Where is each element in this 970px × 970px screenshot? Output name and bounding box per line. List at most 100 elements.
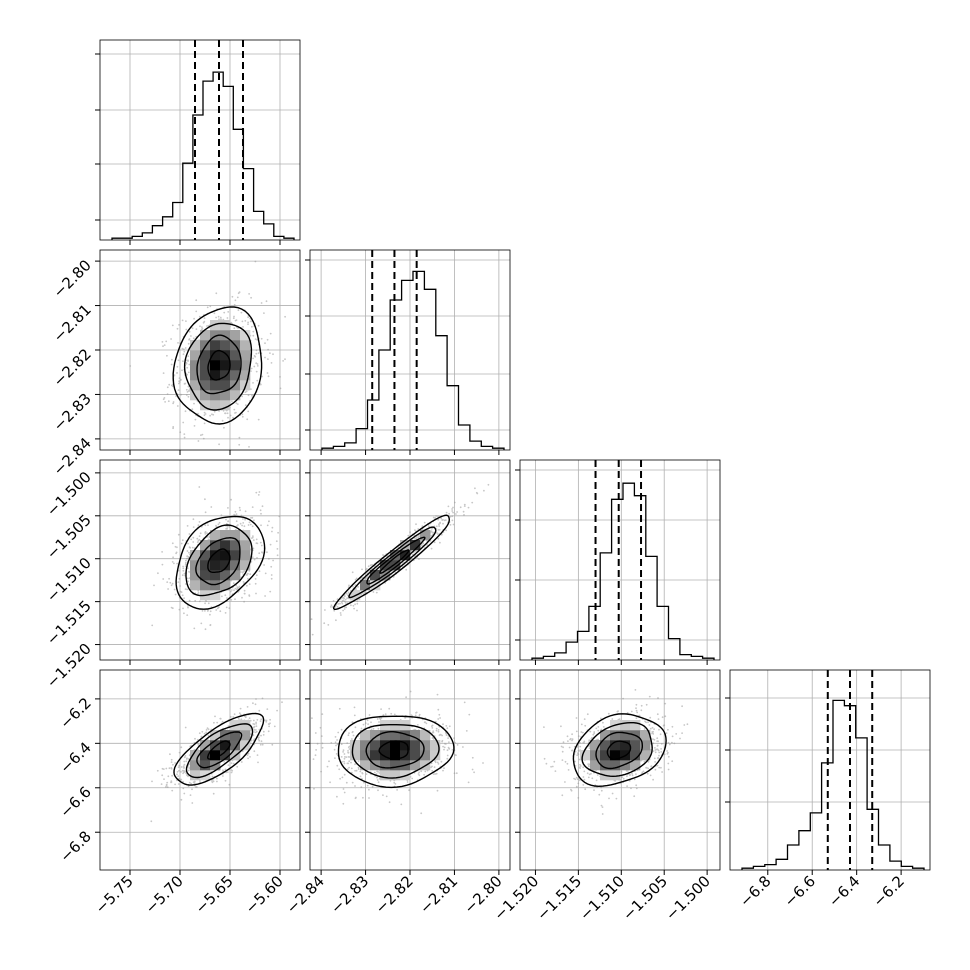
- scatter-point: [471, 768, 474, 771]
- density-cell: [210, 560, 221, 571]
- scatter-point: [255, 538, 258, 541]
- scatter-point: [446, 754, 449, 757]
- scatter-point: [166, 354, 168, 357]
- scatter-point: [354, 769, 356, 772]
- scatter-point: [377, 727, 380, 730]
- scatter-point: [161, 341, 164, 343]
- scatter-point: [198, 600, 201, 603]
- scatter-point: [414, 529, 416, 531]
- scatter-point: [185, 320, 187, 322]
- scatter-point: [282, 360, 284, 362]
- scatter-point: [247, 394, 250, 397]
- scatter-point: [355, 577, 358, 580]
- scatter-point: [354, 603, 356, 606]
- scatter-point: [200, 434, 202, 437]
- scatter-point: [430, 528, 433, 530]
- scatter-point: [257, 494, 260, 496]
- scatter-point: [201, 730, 204, 733]
- scatter-point: [368, 714, 371, 716]
- scatter-point: [182, 767, 185, 769]
- scatter-point: [184, 583, 187, 585]
- scatter-point: [234, 598, 236, 601]
- density-cell: [230, 330, 241, 341]
- scatter-point: [182, 421, 185, 424]
- scatter-point: [151, 624, 154, 627]
- scatter-point: [186, 391, 189, 393]
- scatter-point: [332, 600, 335, 602]
- density-cell: [200, 340, 211, 351]
- scatter-point: [377, 789, 379, 792]
- scatter-point: [252, 330, 255, 333]
- scatter-point: [150, 820, 153, 823]
- scatter-point: [441, 740, 443, 743]
- scatter-point: [259, 720, 262, 722]
- scatter-point: [192, 526, 195, 528]
- scatter-point: [188, 570, 190, 573]
- scatter-point: [255, 370, 258, 373]
- scatter-point: [180, 378, 182, 381]
- scatter-point: [453, 501, 456, 504]
- scatter-point: [242, 518, 244, 520]
- scatter-point: [448, 741, 450, 743]
- scatter-point: [266, 372, 269, 374]
- scatter-point: [186, 550, 189, 552]
- scatter-point: [233, 408, 236, 411]
- density-cell: [200, 540, 211, 551]
- scatter-point: [251, 536, 254, 539]
- scatter-point: [463, 505, 466, 507]
- scatter-point: [191, 408, 194, 411]
- scatter-point: [330, 742, 333, 744]
- scatter-point: [344, 598, 347, 601]
- scatter-point: [204, 533, 207, 535]
- scatter-point: [437, 729, 440, 731]
- scatter-point: [255, 725, 258, 727]
- scatter-point: [196, 537, 199, 540]
- density-cell: [370, 730, 381, 741]
- scatter-point: [170, 363, 173, 366]
- scatter-point: [255, 349, 258, 352]
- density-cell: [200, 560, 211, 571]
- scatter-point: [244, 510, 247, 513]
- scatter-point: [176, 546, 178, 549]
- scatter-point: [347, 762, 350, 765]
- contour-2: [196, 731, 243, 769]
- scatter-point: [182, 360, 184, 363]
- scatter-point: [416, 724, 419, 726]
- density-cell: [230, 740, 241, 751]
- scatter-point: [357, 768, 360, 770]
- scatter-point: [209, 613, 211, 616]
- scatter-point: [252, 734, 255, 737]
- scatter-point: [246, 584, 248, 587]
- scatter-point: [258, 491, 261, 493]
- scatter-point: [186, 588, 189, 591]
- scatter-point: [269, 718, 271, 721]
- scatter-point: [279, 387, 282, 390]
- scatter-point: [162, 345, 164, 348]
- scatter-point: [181, 574, 184, 577]
- density-cell: [220, 530, 231, 541]
- scatter-point: [272, 353, 274, 356]
- scatter-point: [269, 590, 272, 593]
- scatter-point: [443, 748, 445, 751]
- scatter-point: [376, 718, 379, 720]
- scatter-point: [446, 757, 449, 760]
- scatter-point: [186, 774, 188, 776]
- scatter-point: [209, 610, 212, 613]
- scatter-point: [261, 743, 264, 746]
- scatter-point: [253, 558, 256, 561]
- scatter-point: [452, 523, 455, 526]
- scatter-point: [246, 418, 249, 421]
- scatter-point: [445, 734, 448, 736]
- scatter-point: [463, 503, 466, 506]
- scatter-point: [230, 589, 233, 591]
- scatter-point: [342, 802, 345, 805]
- scatter-point: [436, 693, 439, 696]
- scatter-point: [254, 703, 257, 706]
- density-cell: [350, 750, 361, 761]
- scatter-point: [162, 768, 165, 770]
- scatter-point: [254, 260, 257, 263]
- scatter-point: [263, 564, 265, 566]
- scatter-point: [407, 534, 410, 537]
- scatter-point: [177, 766, 180, 769]
- scatter-point: [233, 327, 236, 330]
